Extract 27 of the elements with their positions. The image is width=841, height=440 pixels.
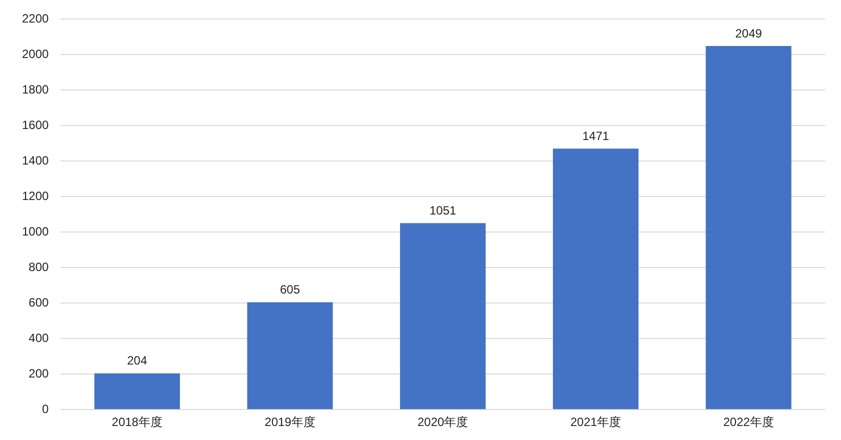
data-label: 1471 [582, 128, 610, 143]
y-tick-label: 0 [42, 402, 50, 416]
y-tick-label: 1600 [22, 118, 50, 132]
x-tick-label: 2018年度 [112, 415, 162, 430]
y-tick-label: 400 [28, 330, 50, 345]
y-tick-label: 1800 [22, 82, 50, 96]
y-tick-label: 200 [28, 366, 50, 380]
x-tick-label: 2019年度 [264, 415, 316, 430]
y-tick-label: 800 [28, 260, 50, 274]
y-tick-label: 2200 [22, 12, 50, 26]
y-tick-label: 2000 [22, 47, 50, 62]
y-tick-label: 600 [28, 295, 50, 310]
bar [94, 373, 180, 410]
bar [706, 46, 792, 410]
x-tick-label: 2021年度 [570, 415, 622, 430]
data-label: 204 [127, 354, 148, 368]
data-label: 1051 [429, 203, 457, 218]
bar [400, 223, 486, 410]
data-label: 605 [280, 282, 300, 297]
y-tick-label: 1000 [22, 224, 50, 238]
y-tick-label: 1400 [22, 153, 50, 168]
data-label: 2049 [735, 26, 762, 40]
y-tick-label: 1200 [22, 188, 50, 203]
x-tick-label: 2020年度 [417, 415, 468, 430]
bar [552, 148, 639, 410]
x-tick-label: 2022年度 [723, 415, 774, 430]
bar [247, 302, 333, 410]
